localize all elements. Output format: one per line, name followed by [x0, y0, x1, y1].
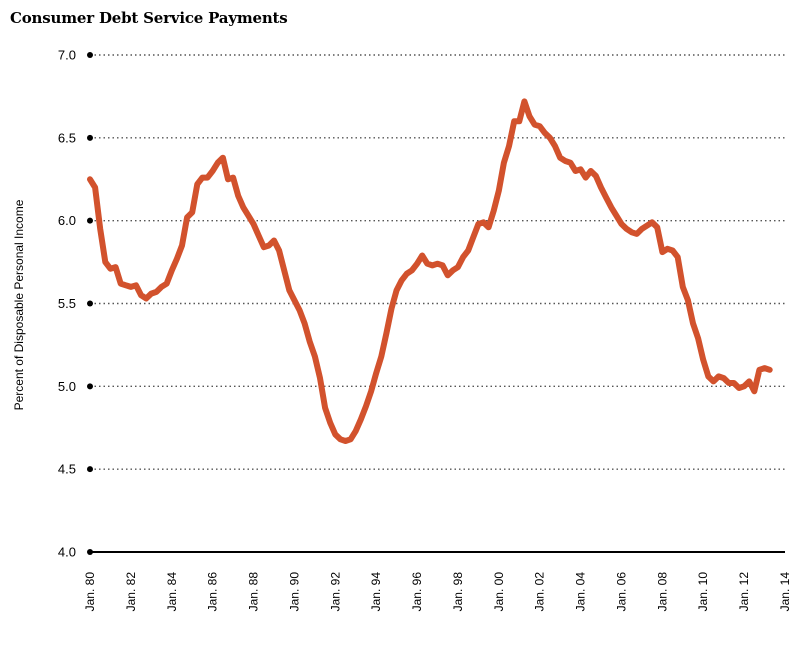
y-tick-dot: [87, 383, 93, 390]
x-tick-label: Jan. 00: [492, 572, 506, 612]
y-tick-dot: [87, 52, 93, 58]
x-tick-label: Jan. 94: [369, 572, 383, 612]
series-line: [87, 98, 773, 444]
x-tick-label: Jan. 04: [574, 572, 588, 612]
x-tick-label: Jan. 08: [655, 572, 669, 612]
x-tick-label: Jan. 98: [451, 572, 465, 612]
y-tick-dot: [87, 134, 93, 141]
x-tick-label: Jan. 92: [328, 572, 342, 612]
y-tick-dot: [87, 466, 93, 473]
y-tick-dot: [87, 217, 93, 224]
x-tick-label: Jan. 14: [778, 572, 792, 612]
x-tick-label: Jan. 82: [124, 572, 138, 612]
x-tick-label: Jan. 84: [165, 572, 179, 612]
x-tick-label: Jan. 80: [83, 572, 97, 612]
y-tick-label: 5.5: [58, 296, 76, 311]
x-tick-label: Jan. 02: [533, 572, 547, 612]
x-tick-label: Jan. 88: [247, 572, 261, 612]
y-tick-label: 4.5: [58, 462, 76, 477]
x-tick-label: Jan. 86: [206, 572, 220, 612]
y-axis-ticks: 4.0 4.5 5.0 5.5 6.0 6.5 7.0: [58, 48, 93, 560]
x-tick-label: Jan. 12: [737, 572, 751, 612]
x-tick-label: Jan. 96: [410, 572, 424, 612]
x-tick-label: Jan. 10: [696, 572, 710, 612]
chart-title: Consumer Debt Service Payments: [10, 9, 288, 27]
series-group: [87, 98, 773, 444]
grid-lines: [90, 54, 785, 553]
x-tick-label: Jan. 06: [614, 572, 628, 612]
y-tick-label: 7.0: [58, 48, 76, 63]
y-tick-label: 6.0: [58, 213, 76, 228]
y-tick-dot: [87, 300, 93, 307]
y-tick-label: 5.0: [58, 379, 76, 394]
x-axis-ticks: Jan. 80 Jan. 82 Jan. 84 Jan. 86 Jan. 88 Jan. …: [83, 572, 792, 612]
y-tick-label: 6.5: [58, 130, 76, 145]
y-tick-label: 4.0: [58, 545, 76, 560]
y-tick-dot: [87, 549, 93, 555]
x-tick-label: Jan. 90: [287, 572, 301, 612]
